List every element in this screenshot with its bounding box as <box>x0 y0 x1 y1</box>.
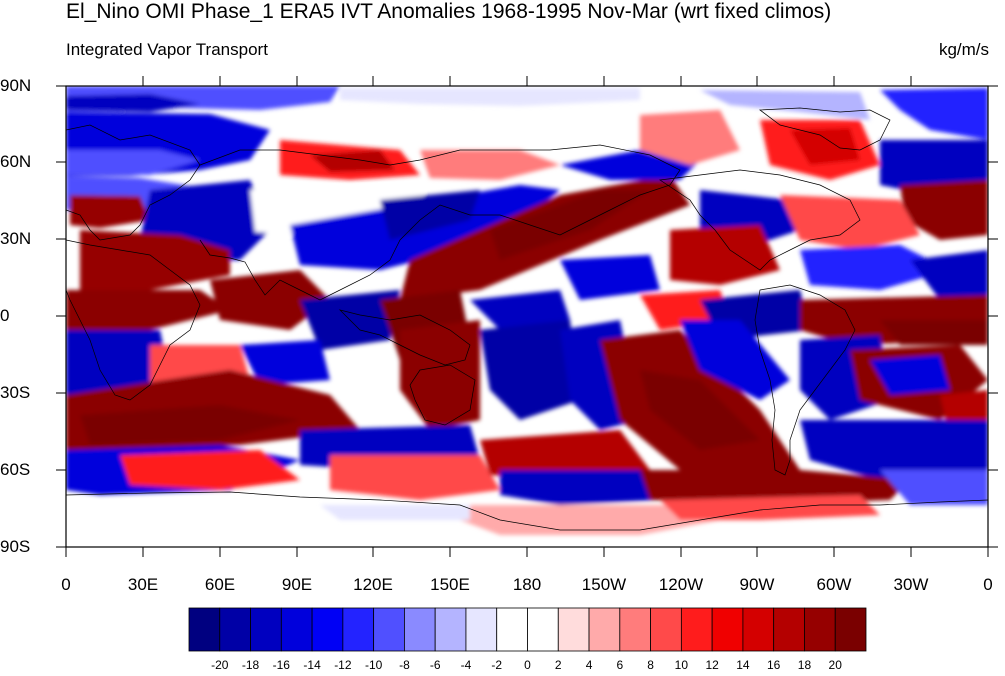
colorbar-tick-label: 10 <box>674 658 689 672</box>
lon-label-150w: 150W <box>581 575 627 594</box>
colorbar-tick-label: 12 <box>705 658 719 672</box>
lat-label-60n: 60N <box>0 152 32 171</box>
colorbar-tick-label: 0 <box>524 658 531 672</box>
lat-label-60s: 60S <box>0 460 31 479</box>
colorbar-tick-label: 2 <box>554 658 562 672</box>
colorbar-box <box>588 607 621 652</box>
colorbar-box <box>373 607 405 652</box>
colorbar-box <box>219 607 251 652</box>
lat-label-30n: 30N <box>0 229 32 248</box>
colorbar-tick-label: 14 <box>736 658 750 672</box>
colorbar-tick-label: 18 <box>797 658 812 672</box>
latitude-ticks <box>56 85 998 548</box>
colorbar-tick-label: -18 <box>241 658 260 672</box>
units-subtitle: kg/m/s <box>938 40 989 59</box>
lon-label-180: 180 <box>512 575 542 594</box>
lon-label-0: 0 <box>61 575 71 594</box>
colorbar-box <box>496 607 528 652</box>
colorbar-box <box>619 607 651 652</box>
colorbar-box <box>311 607 344 652</box>
colorbar-tick-label: -2 <box>491 658 503 672</box>
colorbar-box <box>434 607 467 652</box>
lon-label-60w: 60W <box>816 575 852 594</box>
colorbar-tick-label: 4 <box>585 658 593 672</box>
lon-label-0-east: 0 <box>983 575 993 594</box>
colorbar-box <box>280 607 313 652</box>
lat-label-equator: 0 <box>0 306 10 325</box>
longitude-ticks <box>65 76 989 557</box>
lon-label-90w: 90W <box>739 575 775 594</box>
colorbar-tick-label: -8 <box>399 658 410 672</box>
lon-label-120w: 120W <box>658 575 704 594</box>
lon-label-120e: 120E <box>353 575 393 594</box>
colorbar-tick-label: -14 <box>303 658 321 672</box>
colorbar-box <box>342 607 375 652</box>
colorbar-tick-label: -6 <box>429 658 441 672</box>
lon-label-30e: 30E <box>127 575 159 594</box>
colorbar-tick-label: -4 <box>460 658 472 672</box>
colorbar-box <box>773 607 805 652</box>
colorbar-box <box>557 607 590 652</box>
lat-label-90n: 90N <box>0 76 32 95</box>
colorbar-box <box>680 607 713 652</box>
colorbar-box <box>188 607 221 652</box>
coastlines <box>66 107 988 531</box>
map-title: El_Nino OMI Phase_1 ERA5 IVT Anomalies 1… <box>66 0 832 23</box>
lon-label-30w: 30W <box>893 575 929 594</box>
colorbar-tick-label: 16 <box>766 658 781 672</box>
colorbar-tick-label: -20 <box>211 658 229 672</box>
colorbar-tick-label: 6 <box>616 658 624 672</box>
colorbar-box <box>465 607 498 652</box>
anomaly-field <box>66 86 988 547</box>
colorbar-tick-label: -12 <box>334 658 352 672</box>
colorbar-box <box>650 607 682 652</box>
colorbar-tick-label: 8 <box>647 658 654 672</box>
colorbar-box <box>404 607 436 652</box>
colorbar-box <box>711 607 744 652</box>
lon-label-90e: 90E <box>281 575 313 594</box>
colorbar <box>188 607 867 652</box>
colorbar-box <box>250 607 282 652</box>
lat-label-90s: 90S <box>0 537 31 556</box>
lat-label-30s: 30S <box>0 383 31 402</box>
colorbar-box <box>804 607 836 652</box>
lon-label-60e: 60E <box>204 575 236 594</box>
colorbar-box <box>742 607 775 652</box>
lon-label-150e: 150E <box>430 575 470 594</box>
colorbar-tick-label: -16 <box>272 658 290 672</box>
colorbar-box <box>834 607 867 652</box>
colorbar-box <box>527 607 559 652</box>
colorbar-tick-label: 20 <box>828 658 842 672</box>
colorbar-tick-label: -10 <box>364 658 383 672</box>
variable-subtitle: Integrated Vapor Transport <box>66 40 268 59</box>
